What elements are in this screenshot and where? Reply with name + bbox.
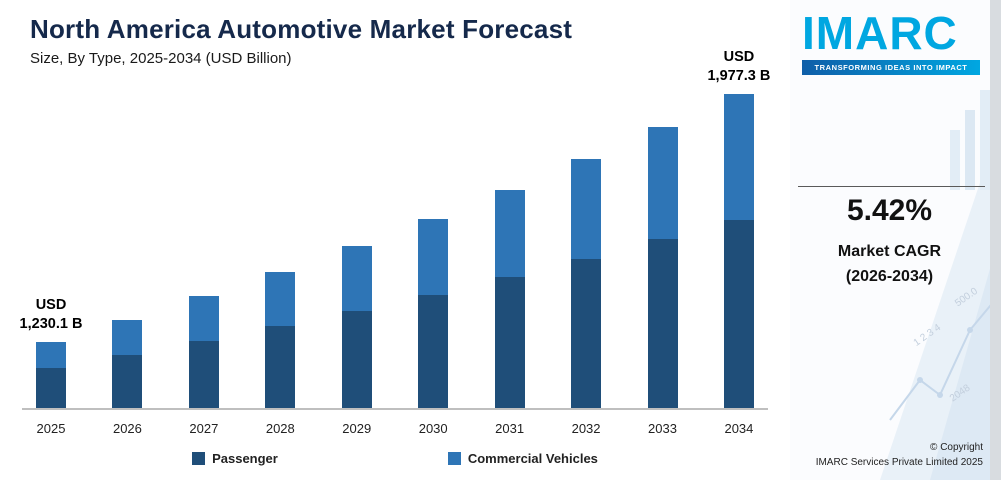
x-axis-label: 2026 [112,421,142,436]
chart-legend: Passenger Commercial Vehicles [0,451,790,466]
copyright: © Copyright IMARC Services Private Limit… [816,441,983,470]
cagr-label-line2: (2026-2034) [845,267,934,285]
bar-segment-passenger [647,239,678,408]
bar-2031 [481,190,539,408]
cagr-label: Market CAGR (2026-2034) [790,240,989,290]
legend-label: Commercial Vehicles [467,451,598,466]
bar-2034: USD 1,977.3 B [707,49,770,408]
plot-area: USD 1,230.1 B USD 1,977.3 B [20,49,770,410]
bar-segment-commercial-vehicles [36,342,66,368]
legend-label: Passenger [212,451,278,466]
x-axis-label: 2031 [495,421,525,436]
bar-2030 [404,219,462,408]
chart-section: North America Automotive Market Forecast… [0,0,790,466]
stacked-bar [265,272,296,408]
bar-segment-commercial-vehicles [188,296,219,341]
bar-2027 [175,296,233,408]
legend-item-passenger: Passenger [192,451,278,466]
edge-strip [990,0,1001,480]
cagr-label-line1: Market CAGR [837,243,942,260]
x-axis-label: 2032 [571,421,601,436]
imarc-tagline: TRANSFORMING IDEAS INTO IMPACT [802,60,980,75]
x-axis-label: 2034 [724,421,754,436]
bar-segment-commercial-vehicles [571,159,602,259]
stacked-bar [341,246,372,408]
brand-sidebar: IMARC TRANSFORMING IDEAS INTO IMPACT 5.4… [790,0,1001,480]
x-axis-label: 2025 [36,421,66,436]
bar-segment-passenger [36,368,66,408]
stacked-bar [571,159,602,408]
bar-2032 [557,159,615,408]
bar-segment-commercial-vehicles [112,320,143,355]
stacked-bar [647,127,678,408]
bar-value-annotation: USD 1,977.3 B [707,48,771,85]
bar-2026 [98,320,156,408]
chart-title: North America Automotive Market Forecast [30,14,573,44]
chart-subtitle: Size, By Type, 2025-2034 (USD Billion) [30,50,292,67]
bar-segment-commercial-vehicles [341,246,372,311]
bar-segment-passenger [188,341,219,408]
bar-segment-passenger [265,326,296,408]
bar-segment-commercial-vehicles [647,127,678,239]
bar-segment-passenger [571,259,602,408]
legend-swatch [447,452,461,465]
bar-2025: USD 1,230.1 B [20,297,82,408]
stacked-bar [418,219,449,408]
x-axis-label: 2029 [342,421,372,436]
bar-segment-passenger [418,295,449,408]
bar-value-annotation: USD 1,230.1 B [19,296,83,333]
decor-graphics [880,90,1001,480]
legend-swatch [192,452,206,465]
cagr-value: 5.42% [846,194,933,227]
x-axis-label: 2027 [189,421,219,436]
bar-segment-passenger [341,311,372,408]
copyright-line1: © Copyright [930,442,983,453]
imarc-logo-text: IMARC [802,7,958,59]
bar-segment-commercial-vehicles [418,219,449,295]
bar-2029 [328,246,386,408]
stacked-bar [494,190,525,408]
x-axis-label: 2028 [265,421,295,436]
stacked-bar [723,94,754,408]
cagr-divider [798,186,985,187]
bar-2028 [251,272,309,408]
bar-segment-passenger [112,355,143,408]
imarc-logo: IMARC TRANSFORMING IDEAS INTO IMPACT [802,10,980,75]
stacked-bar [188,296,219,408]
copyright-line2: IMARC Services Private Limited 2025 [815,456,983,468]
x-axis-label: 2030 [418,421,448,436]
bar-2033 [634,127,692,408]
bar-segment-commercial-vehicles [723,94,754,220]
bar-segment-commercial-vehicles [265,272,296,326]
legend-item-commercial-vehicles: Commercial Vehicles [447,451,598,466]
chart-header: North America Automotive Market Forecast… [0,0,790,67]
x-axis-labels: 2025 2026 2027 2028 2029 2030 2031 2032 2033 2034 [22,421,768,436]
stacked-bar [112,320,143,408]
x-axis-label: 2033 [648,421,677,436]
bar-segment-passenger [494,277,525,408]
stacked-bar [36,342,66,408]
bar-segment-passenger [723,220,754,408]
bar-segment-commercial-vehicles [494,190,525,277]
